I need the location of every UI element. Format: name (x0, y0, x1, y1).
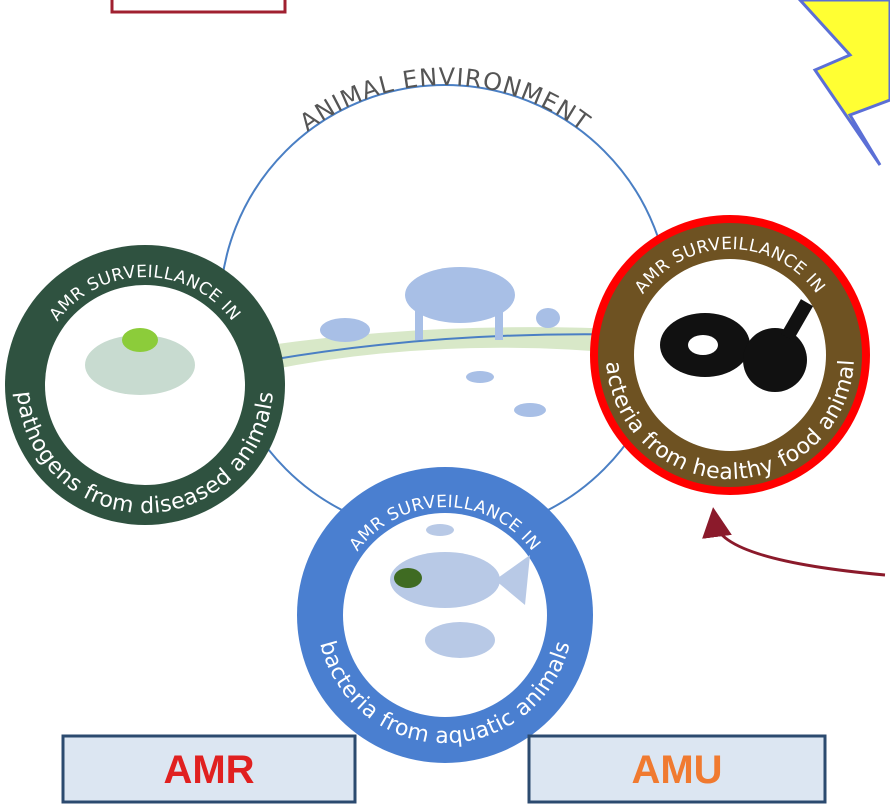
amu-label: AMU (631, 748, 722, 792)
ring-center (343, 513, 547, 717)
lightning (800, 0, 890, 165)
meat-bone (688, 335, 718, 355)
page: AMR SURVEILLANCE IN pathogens from disea… (0, 0, 890, 805)
partial-box (112, 0, 285, 12)
diagram: AMR SURVEILLANCE IN pathogens from disea… (0, 0, 890, 805)
microbe-icon (122, 328, 158, 352)
microbe-icon (394, 568, 422, 588)
environment-title: ANIMAL ENVIRONMENT (294, 63, 595, 137)
arrow (715, 522, 885, 575)
amr-label: AMR (163, 748, 254, 792)
